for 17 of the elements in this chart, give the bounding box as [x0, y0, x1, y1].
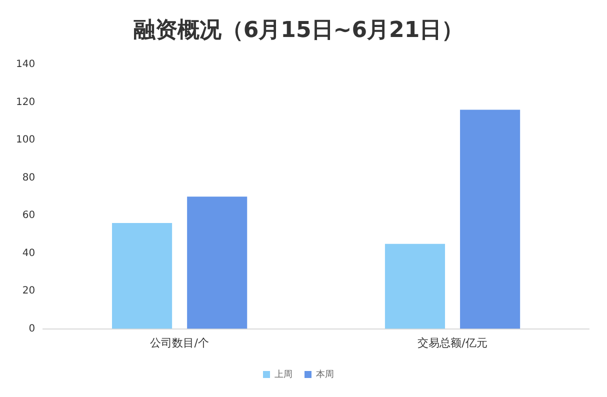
legend-label: 本周	[316, 368, 334, 380]
y-tick-label: 80	[22, 172, 36, 184]
bar	[187, 196, 248, 329]
bar	[112, 223, 172, 329]
y-tick-label: 120	[16, 96, 36, 108]
y-tick-label: 0	[28, 323, 36, 334]
legend-label: 上周	[274, 368, 292, 380]
y-tick-label: 100	[16, 134, 36, 146]
chart-title: 融资概况（6月15日~6月21日）	[133, 18, 464, 43]
bar	[460, 110, 520, 329]
bar	[384, 244, 446, 329]
y-tick-label: 40	[22, 248, 36, 259]
y-tick-label: 60	[22, 210, 36, 222]
x-tick-label: 公司数目/个	[150, 336, 209, 350]
x-tick-label: 交易总额/亿元	[418, 336, 488, 350]
y-tick-label: 140	[16, 58, 36, 70]
y-tick-label: 20	[22, 286, 36, 297]
